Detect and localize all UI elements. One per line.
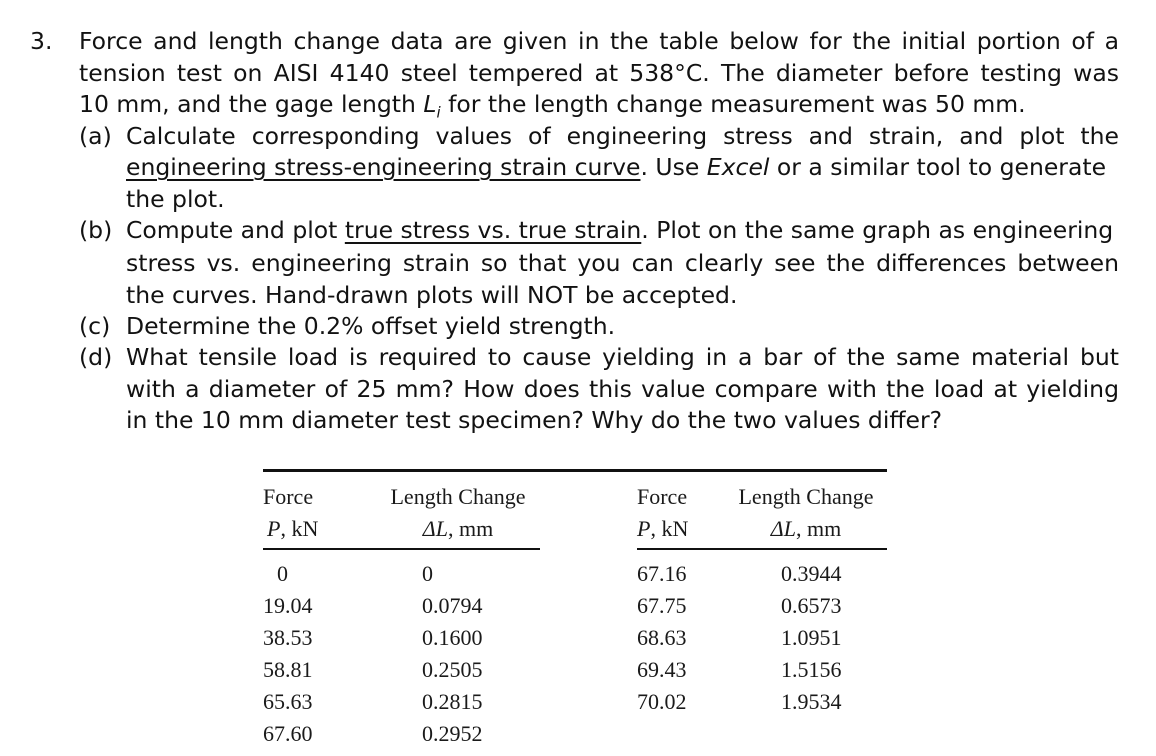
right-length-3: 1.0951 xyxy=(781,625,842,650)
left-force-2: 19.04 xyxy=(263,593,313,618)
length-unit-right: , mm xyxy=(795,516,842,541)
length-unit-left: , mm xyxy=(447,516,494,541)
eng-curve-underlined: engineering stress-engineering strain cu… xyxy=(126,153,641,181)
right-length-5: 1.9534 xyxy=(781,689,842,714)
true-curve-underlined: true stress vs. true strain xyxy=(344,216,642,244)
left-force-5: 65.63 xyxy=(263,689,313,714)
intro-line-3: 10 mm, and the gage length Li for the le… xyxy=(79,89,1026,129)
left-length-2: 0.0794 xyxy=(422,593,483,618)
left-length-5: 0.2815 xyxy=(422,689,483,714)
part-d-line-1: What tensile load is required to cause y… xyxy=(126,343,1119,371)
left-force-4: 58.81 xyxy=(263,657,313,682)
header-force-left: Force xyxy=(263,484,314,509)
right-length-4: 1.5156 xyxy=(781,657,842,682)
gage-length-subscript: i xyxy=(436,103,441,122)
problem-number: 3. xyxy=(30,27,53,55)
part-d-line-3: in the 10 mm diameter test specimen? Why… xyxy=(126,406,943,434)
header-length-right: Length Change xyxy=(738,484,874,509)
part-c-line-1: Determine the 0.2% offset yield strength… xyxy=(126,312,616,340)
intro-line-3-end: for the length change measurement was 50… xyxy=(440,90,1026,118)
header-rule-right xyxy=(637,548,887,550)
part-b-line-2: stress vs. engineering strain so that yo… xyxy=(126,249,1119,277)
force-var-left: P xyxy=(267,516,281,541)
part-b-line-3: the curves. Hand-drawn plots will NOT be… xyxy=(126,281,738,309)
force-var-right: P xyxy=(637,516,651,541)
part-b-line-1: Compute and plot true stress vs. true st… xyxy=(126,215,1113,246)
right-length-2: 0.6573 xyxy=(781,593,842,618)
intro-line-1: Force and length change data are given i… xyxy=(79,27,1119,55)
right-length-1: 0.3944 xyxy=(781,561,842,586)
gage-length-variable: L xyxy=(423,90,437,118)
left-length-6: 0.2952 xyxy=(422,721,483,746)
intro-line-3-start: 10 mm, and the gage length L xyxy=(79,90,437,118)
right-force-5: 70.02 xyxy=(637,689,687,714)
part-a-line-2: engineering stress-engineering strain cu… xyxy=(126,152,1106,183)
part-d-line-2: with a diameter of 25 mm? How does this … xyxy=(126,375,1119,403)
left-length-1: 0 xyxy=(422,561,433,586)
left-force-6: 67.60 xyxy=(263,721,313,746)
part-d-label: (d) xyxy=(79,343,113,371)
left-force-3: 38.53 xyxy=(263,625,313,650)
part-a-line-2-mid: . Use xyxy=(640,153,707,181)
part-b-line-1-end: . Plot on the same graph as engineering xyxy=(641,216,1114,244)
header-force-unit-left: P, kN xyxy=(267,516,318,542)
header-force-unit-right: P, kN xyxy=(637,516,688,542)
part-a-label: (a) xyxy=(79,122,112,150)
excel-italic: Excel xyxy=(706,153,770,181)
header-length-left: Length Change xyxy=(390,484,526,509)
length-var-left: ΔL xyxy=(422,516,448,541)
right-force-1: 67.16 xyxy=(637,561,687,586)
part-a-line-2-end: or a similar tool to generate xyxy=(769,153,1107,181)
left-force-1: 0 xyxy=(277,561,288,586)
intro-line-2: tension test on AISI 4140 steel tempered… xyxy=(79,59,1119,87)
part-c-label: (c) xyxy=(79,312,111,340)
part-b-line-1-start: Compute and plot xyxy=(126,216,345,244)
header-rule-left xyxy=(263,548,540,550)
part-b-label: (b) xyxy=(79,216,113,244)
header-force-right: Force xyxy=(637,484,688,509)
force-unit-left: , kN xyxy=(280,516,319,541)
right-force-3: 68.63 xyxy=(637,625,687,650)
force-unit-right: , kN xyxy=(650,516,689,541)
table-top-rule xyxy=(263,469,887,472)
part-a-line-3: the plot. xyxy=(126,185,225,213)
header-length-unit-left: ΔL, mm xyxy=(366,516,550,542)
left-length-3: 0.1600 xyxy=(422,625,483,650)
part-a-line-1: Calculate corresponding values of engine… xyxy=(126,122,1119,150)
left-length-4: 0.2505 xyxy=(422,657,483,682)
right-force-2: 67.75 xyxy=(637,593,687,618)
right-force-4: 69.43 xyxy=(637,657,687,682)
length-var-right: ΔL xyxy=(770,516,796,541)
header-length-unit-right: ΔL, mm xyxy=(722,516,890,542)
